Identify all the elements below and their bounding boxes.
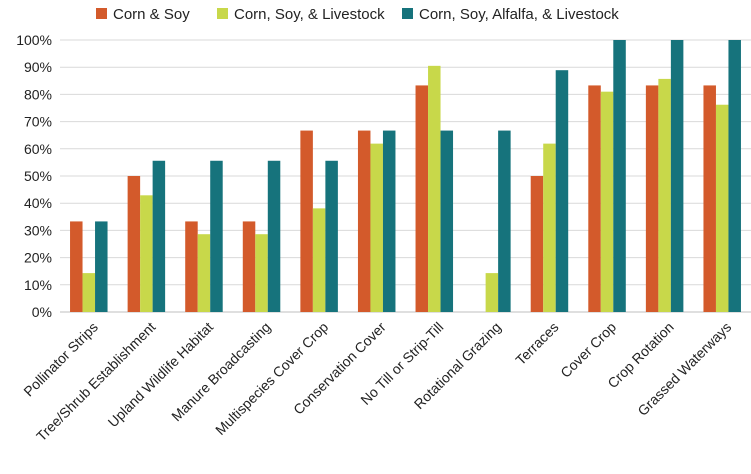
bar (152, 160, 166, 312)
y-tick-label: 100% (16, 32, 52, 48)
bar (555, 70, 569, 312)
bar (715, 104, 729, 313)
bar (530, 176, 544, 312)
bar (185, 221, 198, 312)
legend-swatch (217, 8, 228, 19)
bar (95, 221, 108, 312)
bar (197, 234, 211, 312)
x-tick-label: Cover Crop (557, 319, 619, 381)
legend-label: Corn, Soy, & Livestock (234, 6, 385, 23)
bar (588, 85, 601, 312)
x-tick-label: Tree/Shrub Establishment (33, 319, 158, 444)
y-tick-label: 10% (24, 277, 52, 293)
bar (312, 208, 326, 312)
y-tick-label: 90% (24, 59, 52, 75)
legend-item: Corn, Soy, & Livestock (217, 6, 385, 23)
bar (600, 91, 614, 313)
legend-item: Corn, Soy, Alfalfa, & Livestock (402, 6, 619, 23)
y-tick-label: 0% (32, 304, 52, 320)
bar (613, 40, 626, 312)
bar (82, 273, 96, 312)
y-tick-label: 20% (24, 250, 52, 266)
bar (140, 195, 153, 312)
y-axis: 0% 10% 20% 30% 40% 50% 60% 70% 80% 90% 100% (16, 32, 52, 320)
bar (70, 221, 83, 312)
bar (267, 160, 281, 312)
gridlines (60, 39, 751, 313)
bar (428, 65, 441, 312)
legend-swatch (96, 8, 107, 19)
bar (382, 130, 396, 312)
y-tick-label: 70% (24, 114, 52, 130)
bar (645, 85, 659, 312)
bar (728, 40, 741, 312)
bar (440, 130, 454, 312)
bar (703, 85, 716, 312)
bar (127, 176, 141, 312)
y-tick-label: 80% (24, 86, 52, 102)
x-tick-label: Multispecies Cover Crop (212, 319, 331, 438)
y-tick-label: 40% (24, 195, 52, 211)
bar (300, 130, 313, 312)
bar (242, 221, 256, 312)
x-tick-label: Upland Wildlife Habitat (105, 319, 217, 431)
y-tick-label: 50% (24, 168, 52, 184)
legend: Corn & Soy Corn, Soy, & Livestock Corn, So… (96, 6, 619, 23)
bar (498, 130, 511, 312)
bar (485, 273, 499, 312)
legend-item: Corn & Soy (96, 6, 190, 23)
bar (210, 160, 223, 312)
legend-label: Corn, Soy, Alfalfa, & Livestock (419, 6, 619, 23)
bar (658, 78, 671, 313)
legend-swatch (402, 8, 413, 19)
bar (370, 143, 383, 312)
bar (325, 160, 338, 312)
x-tick-label: Manure Broadcasting (168, 319, 273, 424)
bars (70, 40, 741, 313)
legend-label: Corn & Soy (113, 6, 190, 23)
bar (543, 143, 556, 312)
bar (357, 130, 371, 312)
y-tick-label: 30% (24, 222, 52, 238)
bar (255, 234, 268, 312)
x-tick-label: Terraces (512, 319, 561, 368)
bar (415, 85, 429, 312)
y-tick-label: 60% (24, 141, 52, 157)
bar (670, 40, 684, 312)
